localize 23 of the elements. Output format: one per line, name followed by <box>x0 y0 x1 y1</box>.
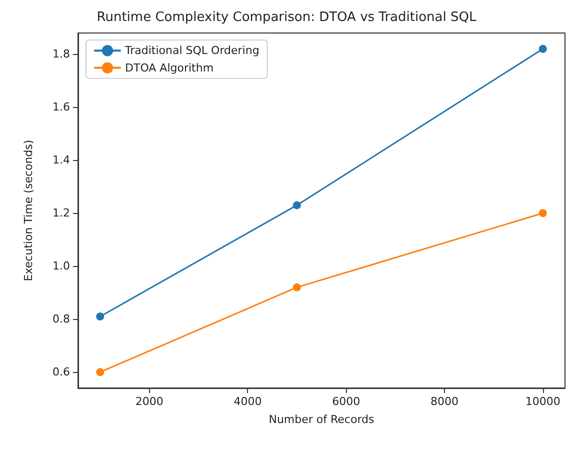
legend-label: Traditional SQL Ordering <box>124 44 260 58</box>
y-tick-label: 1.4 <box>52 154 70 167</box>
legend-label: DTOA Algorithm <box>125 61 214 74</box>
point <box>538 209 547 218</box>
x-tick-label: 2000 <box>135 395 164 408</box>
point <box>292 283 301 292</box>
x-tick-label: 4000 <box>234 395 262 408</box>
point <box>96 368 104 376</box>
y-tick-label: 0.8 <box>52 312 70 326</box>
x-tick-label: 6000 <box>332 395 360 408</box>
point <box>292 201 301 210</box>
y-axis-title: Execution Time (seconds) <box>22 140 35 282</box>
y-tick-label: 0.6 <box>52 366 70 379</box>
chart-title: Runtime Complexity Comparison: DTOA vs Traditional SQL <box>96 10 477 25</box>
point <box>96 312 104 320</box>
x-tick-label: 8000 <box>430 395 458 408</box>
x-tick-label: 10000 <box>525 395 560 408</box>
y-tick-label: 1.8 <box>52 48 70 61</box>
y-tick-label: 1.0 <box>52 260 70 273</box>
point <box>538 44 547 53</box>
y-tick-label: 1.6 <box>52 100 70 114</box>
x-axis-title: Number of Records <box>268 413 375 426</box>
y-tick-label: 1.2 <box>52 206 70 220</box>
